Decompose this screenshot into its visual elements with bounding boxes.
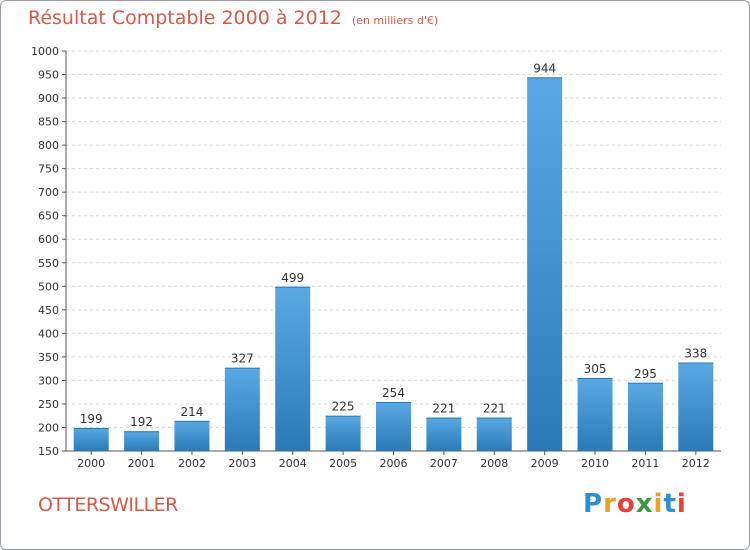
bar-2003 bbox=[224, 367, 260, 451]
data-label-2007: 221 bbox=[432, 402, 455, 416]
data-label-2003: 327 bbox=[231, 352, 254, 366]
x-tick-label-2003: 2003 bbox=[228, 457, 256, 470]
y-tick-label: 450 bbox=[38, 304, 59, 317]
x-tick-label-2012: 2012 bbox=[682, 457, 710, 470]
bar-2005 bbox=[325, 415, 361, 451]
x-tick-label-2009: 2009 bbox=[531, 457, 559, 470]
x-tick-label-2005: 2005 bbox=[329, 457, 357, 470]
bar-2001 bbox=[124, 431, 160, 451]
data-label-2010: 305 bbox=[584, 362, 607, 376]
y-tick-label: 800 bbox=[38, 139, 59, 152]
y-tick-label: 600 bbox=[38, 233, 59, 246]
data-label-2000: 199 bbox=[80, 412, 103, 426]
proxiti-logo: Proxiti bbox=[583, 489, 687, 519]
data-label-2008: 221 bbox=[483, 402, 506, 416]
x-tick-label-2010: 2010 bbox=[581, 457, 609, 470]
logo-letter: o bbox=[616, 489, 636, 519]
y-tick-label: 300 bbox=[38, 374, 59, 387]
x-tick-label-2006: 2006 bbox=[380, 457, 408, 470]
x-tick-label-2008: 2008 bbox=[480, 457, 508, 470]
y-tick-label: 1000 bbox=[31, 45, 59, 58]
logo-letter: i bbox=[676, 489, 687, 519]
data-label-2002: 214 bbox=[181, 405, 204, 419]
data-label-2005: 225 bbox=[332, 400, 355, 414]
data-label-2006: 254 bbox=[382, 386, 405, 400]
bar-2010 bbox=[577, 378, 613, 451]
y-tick-label: 950 bbox=[38, 69, 59, 82]
location-name: OTTERSWILLER bbox=[38, 494, 178, 516]
logo-letter: t bbox=[663, 489, 677, 519]
bar-2007 bbox=[426, 417, 462, 451]
logo-letter: P bbox=[583, 489, 604, 519]
data-label-2012: 338 bbox=[684, 347, 707, 361]
y-tick-label: 850 bbox=[38, 116, 59, 129]
chart-subtitle: (en milliers d'€) bbox=[351, 14, 439, 27]
bar-2006 bbox=[376, 402, 411, 451]
x-tick-label-2011: 2011 bbox=[631, 457, 659, 470]
bar-2000 bbox=[73, 427, 109, 451]
x-tick-label-2004: 2004 bbox=[279, 457, 307, 470]
data-label-2011: 295 bbox=[634, 367, 657, 381]
y-tick-label: 650 bbox=[38, 210, 59, 223]
x-tick-label-2001: 2001 bbox=[128, 457, 156, 470]
x-tick-label-2000: 2000 bbox=[77, 457, 105, 470]
y-tick-label: 350 bbox=[38, 351, 59, 364]
bar-2008 bbox=[476, 417, 512, 451]
chart-title-main: Résultat Comptable 2000 à 2012 bbox=[28, 7, 342, 29]
bar-2002 bbox=[174, 420, 210, 451]
y-tick-label: 500 bbox=[38, 280, 59, 293]
y-tick-label: 400 bbox=[38, 327, 59, 340]
y-tick-label: 550 bbox=[38, 257, 59, 270]
data-label-2001: 192 bbox=[130, 415, 153, 429]
x-tick-label-2002: 2002 bbox=[178, 457, 206, 470]
data-label-2009: 944 bbox=[533, 61, 556, 75]
data-label-2004: 499 bbox=[281, 271, 304, 285]
x-tick-label-2007: 2007 bbox=[430, 457, 458, 470]
logo-letter: r bbox=[603, 489, 617, 519]
bar-2009 bbox=[527, 77, 563, 452]
bar-2004 bbox=[275, 286, 311, 451]
y-tick-label: 900 bbox=[38, 92, 59, 105]
logo-letter: i bbox=[653, 489, 664, 519]
chart-title: Résultat Comptable 2000 à 2012 (en millie… bbox=[28, 7, 438, 29]
y-tick-label: 700 bbox=[38, 186, 59, 199]
y-tick-label: 200 bbox=[38, 421, 59, 434]
bar-2011 bbox=[627, 382, 663, 451]
y-tick-label: 750 bbox=[38, 163, 59, 176]
logo-letter: x bbox=[635, 489, 654, 519]
y-tick-label: 150 bbox=[38, 445, 59, 458]
bar-2012 bbox=[678, 362, 714, 451]
y-tick-label: 250 bbox=[38, 398, 59, 411]
